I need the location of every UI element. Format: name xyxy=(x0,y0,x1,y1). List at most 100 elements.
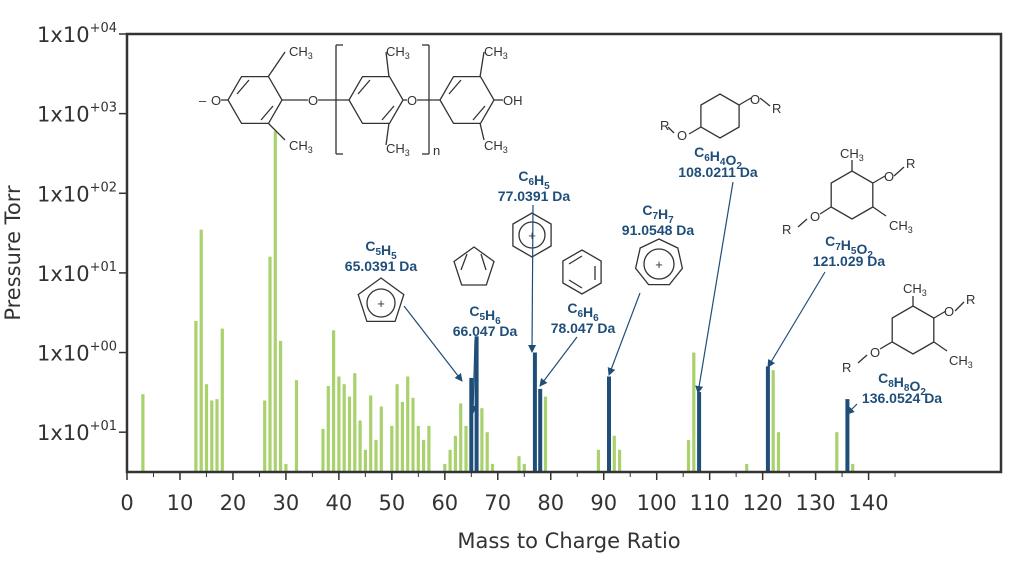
substituted-ring-a xyxy=(830,170,874,220)
green-bar xyxy=(411,397,415,472)
tropylium-ring xyxy=(634,238,684,286)
green-bar xyxy=(686,439,691,472)
bond xyxy=(954,301,965,312)
oxygen-label: O xyxy=(211,93,221,108)
green-bar xyxy=(776,432,781,472)
bond xyxy=(568,279,583,289)
blue-bar xyxy=(697,392,702,472)
green-bar xyxy=(194,320,198,472)
blue-bar xyxy=(474,336,479,472)
bond xyxy=(857,354,868,364)
green-bar xyxy=(353,373,357,472)
x-tick-label: 0 xyxy=(120,491,133,515)
y-tick-label: 1x10+01 xyxy=(37,260,117,286)
annotation-formula: C7H5O2 xyxy=(825,233,873,261)
green-bar xyxy=(692,352,696,472)
green-bar xyxy=(480,408,484,472)
green-bar xyxy=(443,463,447,472)
bond xyxy=(479,51,485,78)
annotation-formula: C5H5 xyxy=(365,238,397,262)
aromatic-circle xyxy=(643,248,675,280)
green-bar xyxy=(612,435,616,472)
green-bar xyxy=(279,340,283,472)
green-bar xyxy=(263,400,267,472)
annotation-arrow xyxy=(528,204,537,353)
green-bar xyxy=(522,463,526,472)
molecular-structures: – O O O OHCH3CH3CH3CH3CH3CH3n+++ORORCH3ORCH3… xyxy=(199,44,975,375)
methyl-label: CH3 xyxy=(289,138,313,155)
oxygen-label: O xyxy=(308,93,318,108)
green-bar xyxy=(771,370,775,472)
x-tick-label: 50 xyxy=(378,491,405,515)
x-tick-label: 80 xyxy=(537,491,564,515)
annotation-arrow xyxy=(767,271,826,368)
bond xyxy=(381,105,395,121)
green-bar xyxy=(141,394,145,472)
x-tick-labels: 0 10 20 30 40 50 60 70 80 90 100 110 120 130 140 xyxy=(120,491,888,515)
green-bar xyxy=(199,229,203,472)
bond xyxy=(933,310,947,319)
r-label: R xyxy=(906,156,915,171)
r-label: R xyxy=(782,222,791,237)
plot-frame xyxy=(125,32,1003,474)
green-bar xyxy=(358,420,362,472)
green-bar xyxy=(596,449,600,472)
bond xyxy=(260,105,274,121)
bars-layer xyxy=(141,131,855,473)
annotation-arrow xyxy=(846,403,858,415)
y-tick-label: 1x10+02 xyxy=(37,180,117,206)
green-bar xyxy=(459,403,463,472)
green-bar xyxy=(215,399,219,472)
methyl-label: CH3 xyxy=(484,44,508,61)
aromatic-circle xyxy=(366,288,396,318)
bond xyxy=(472,105,486,121)
green-bar xyxy=(400,401,404,472)
bond xyxy=(480,253,487,271)
green-bar xyxy=(517,456,521,472)
x-tick-label: 110 xyxy=(690,491,730,515)
oxygen-label: O xyxy=(944,304,954,319)
green-bar xyxy=(453,435,457,472)
green-bar xyxy=(745,463,749,472)
bond xyxy=(385,122,390,146)
plus-sign: + xyxy=(528,228,536,243)
annotation-formula: C6H4O2 xyxy=(694,144,742,172)
green-bar xyxy=(369,395,373,472)
axis-ticks xyxy=(119,33,896,480)
bond xyxy=(460,253,468,271)
aromatic-circle xyxy=(518,221,546,249)
x-tick-label: 40 xyxy=(326,491,353,515)
oxygen-label: O xyxy=(750,92,760,107)
green-bar xyxy=(220,328,224,472)
annotation-mass: 121.029 Da xyxy=(813,253,886,269)
r-label: R xyxy=(842,360,851,375)
y-axis-title: Pressure Torr xyxy=(1,185,25,321)
y-tick-label: 1x10+04 xyxy=(37,21,117,47)
y-tick-label: 1x10+03 xyxy=(37,101,117,127)
methyl-label: CH3 xyxy=(386,44,410,61)
oxygen-label: O xyxy=(884,169,894,184)
bond xyxy=(479,122,485,141)
r-label: R xyxy=(660,118,669,133)
green-bar xyxy=(543,396,548,472)
oxygen-label: O xyxy=(810,209,820,224)
annotation-arrow xyxy=(607,292,641,376)
green-bar xyxy=(294,380,299,472)
x-tick-label: 130 xyxy=(796,491,836,515)
methyl-label: CH3 xyxy=(949,353,973,370)
green-bar xyxy=(284,463,288,472)
green-bar xyxy=(422,439,426,472)
bond xyxy=(738,97,752,106)
annotation-mass: 91.0548 Da xyxy=(622,222,695,238)
annotation-mass: 77.0391 Da xyxy=(498,188,571,204)
x-tick-label: 30 xyxy=(273,491,300,515)
green-bar xyxy=(273,131,277,473)
green-bar xyxy=(618,449,622,472)
green-bar xyxy=(347,396,352,472)
methyl-label: CH3 xyxy=(484,138,508,155)
r-label: R xyxy=(966,292,975,307)
annotation-arrow xyxy=(695,181,734,394)
green-bar xyxy=(379,406,383,472)
substituted-ring-b xyxy=(891,305,935,355)
